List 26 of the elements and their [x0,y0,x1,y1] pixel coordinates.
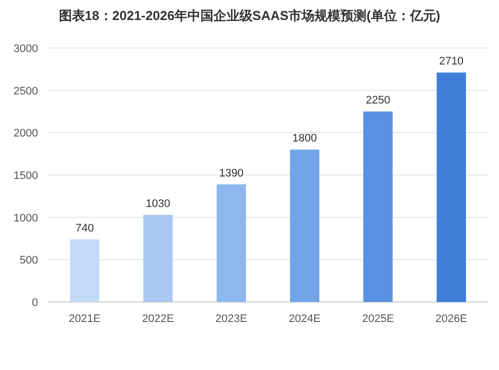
data-label: 2250 [366,94,390,106]
y-tick-label: 1000 [14,212,38,224]
data-label: 740 [75,222,94,234]
x-tick-label: 2023E [215,313,248,325]
y-tick-label: 2500 [14,85,38,98]
data-label: 2710 [439,56,464,68]
chart-title: 图表18：2021-2026年中国企业级SAAS市场规模预测(单位：亿元) [58,8,440,23]
y-tick-label: 500 [20,254,38,267]
x-tick-label: 2026E [435,313,468,325]
x-tick-label: 2025E [362,313,394,325]
bar [216,184,246,302]
bar [290,150,320,302]
y-tick-label: 1500 [14,170,38,182]
x-tick-label: 2022E [142,313,174,325]
bar [436,72,466,302]
bar [363,112,393,302]
y-tick-label: 2000 [14,128,38,140]
bar [143,214,173,302]
y-tick-label: 3000 [14,43,38,55]
bar [70,239,100,302]
data-label: 1030 [146,198,170,210]
y-tick-label: 0 [32,297,38,309]
x-tick-label: 2024E [288,313,321,325]
x-tick-label: 2021E [68,313,101,325]
data-label: 1390 [219,167,244,180]
data-label: 1800 [292,132,317,145]
